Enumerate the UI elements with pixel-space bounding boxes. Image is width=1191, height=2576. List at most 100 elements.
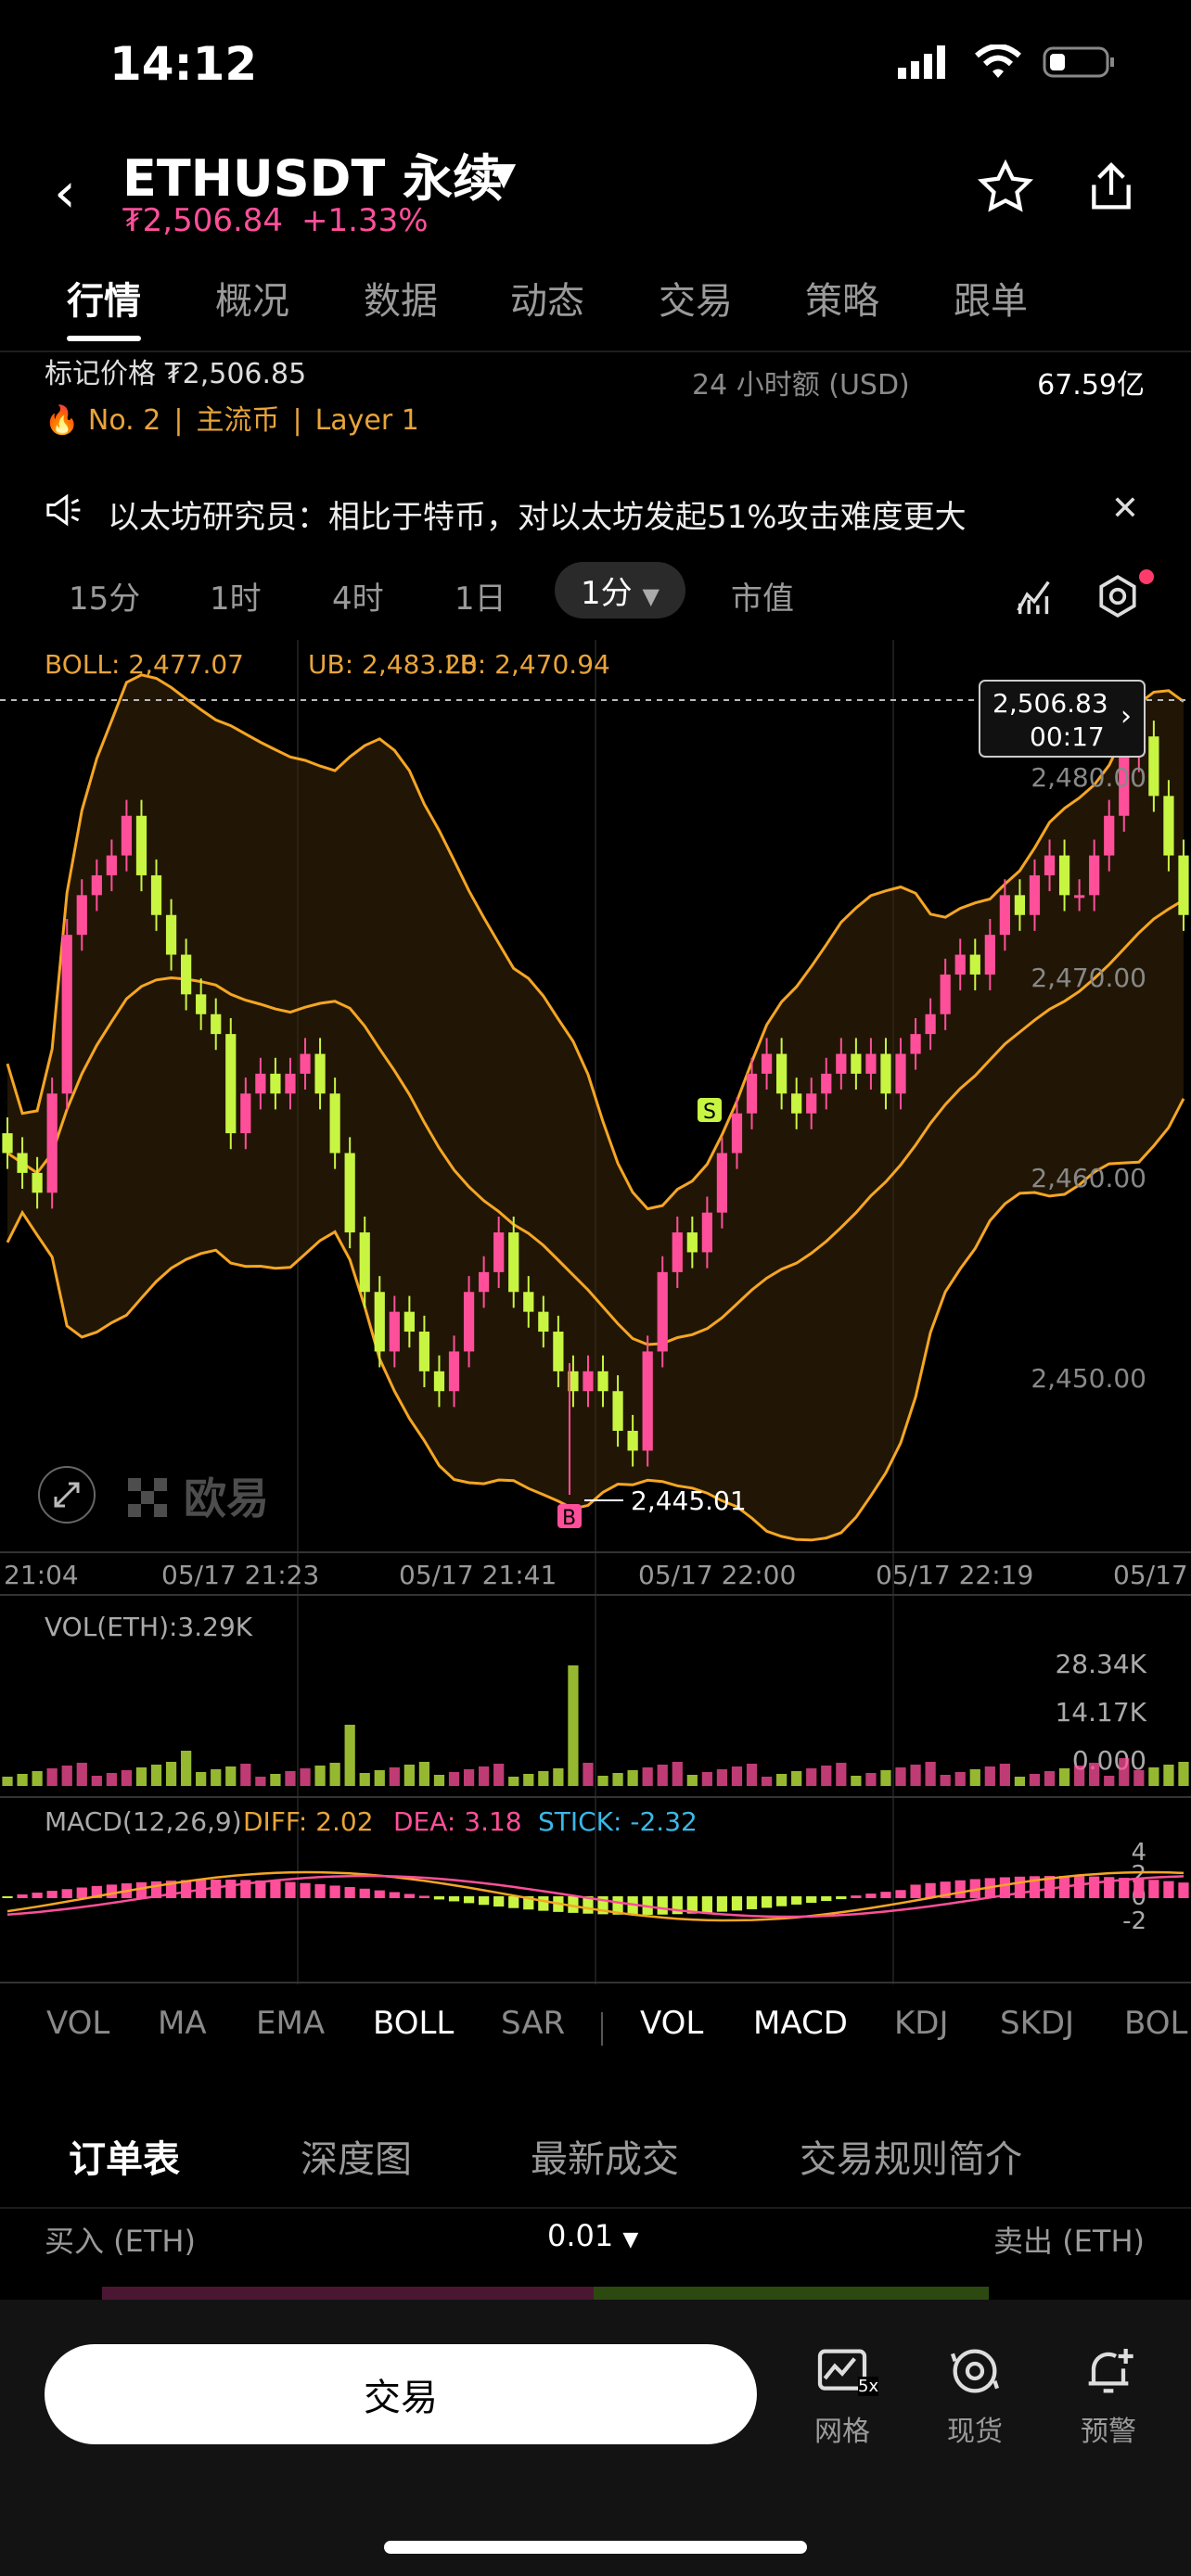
category-tag[interactable]: 主流币 (196, 404, 280, 437)
volume-bar (403, 1765, 415, 1786)
macd-bar (508, 1896, 519, 1908)
ind-ma[interactable]: MA (158, 2005, 207, 2042)
fire-icon: 🔥 (45, 404, 80, 437)
tab-data[interactable]: 数据 (364, 280, 438, 323)
macd-bar (1148, 1880, 1159, 1898)
macd-bar (746, 1896, 758, 1909)
price-chart[interactable]: BOLL: 2,477.07 UB: 2,483.20 LB: 2,470.94… (0, 640, 1191, 1984)
macd-tick: -2 (1122, 1907, 1146, 1935)
tab-feed[interactable]: 动态 (510, 280, 584, 323)
volume-bar (46, 1768, 58, 1786)
tf-marketcap[interactable]: 市值 (731, 580, 794, 618)
tab-market[interactable]: 行情 (67, 280, 141, 323)
grid-button[interactable]: 5x 网格 (791, 2341, 893, 2449)
x-tick: 05/17 21:23 (161, 1560, 319, 1590)
boll-ub: UB: 2,483.20 (308, 649, 478, 680)
news-ticker[interactable]: 以太坊研究员：相比于特币，对以太坊发起51%攻击难度更大 (108, 499, 967, 536)
ind-boll[interactable]: BOLL (373, 2005, 455, 2042)
layer-tag[interactable]: Layer 1 (314, 404, 419, 437)
back-icon[interactable]: ‹ (54, 160, 76, 225)
alert-button[interactable]: 预警 (1057, 2341, 1159, 2449)
tab-depth[interactable]: 深度图 (301, 2138, 412, 2181)
y-axis: 2,480.00 2,470.00 2,460.00 2,450.00 (1031, 762, 1146, 1394)
tab-trades[interactable]: 最新成交 (531, 2138, 679, 2181)
volume-bar (285, 1771, 296, 1786)
tab-rules[interactable]: 交易规则简介 (800, 2138, 1022, 2181)
low-label: 2,445.01 (631, 1486, 747, 1516)
trade-button[interactable]: 交易 (45, 2344, 757, 2444)
tab-orderbook[interactable]: 订单表 (69, 2138, 180, 2181)
macd-bar (211, 1880, 222, 1898)
candle (1029, 874, 1041, 915)
candle (433, 1371, 445, 1392)
candle (969, 954, 980, 975)
ind-boll-sub[interactable]: BOL (1124, 2005, 1188, 2042)
volume-bar (493, 1764, 505, 1786)
candle (240, 1093, 251, 1134)
tab-overview[interactable]: 概况 (215, 280, 289, 323)
candle (32, 1172, 43, 1193)
buy-label: 买入 (ETH) (45, 2224, 196, 2259)
spot-button[interactable]: 现货 (924, 2341, 1026, 2449)
header-actions (976, 158, 1141, 217)
ind-sar[interactable]: SAR (501, 2005, 566, 2042)
candle (374, 1292, 385, 1352)
boll-lb: LB: 2,470.94 (445, 649, 610, 680)
candle (806, 1093, 817, 1114)
symbol-title[interactable]: ETHUSDT 永续 (122, 149, 504, 208)
macd-bar (135, 1881, 147, 1898)
tab-strategy[interactable]: 策略 (805, 280, 879, 323)
macd-bar (329, 1885, 340, 1898)
tf-4h[interactable]: 4时 (332, 580, 384, 618)
volume-bar (32, 1771, 43, 1786)
settings-icon[interactable] (1095, 573, 1141, 619)
macd-bar (1178, 1882, 1189, 1898)
close-icon[interactable]: ✕ (1110, 490, 1139, 528)
candle (686, 1232, 698, 1253)
macd-bar (1119, 1878, 1130, 1898)
boll-upper (6, 673, 1185, 1211)
ind-ema[interactable]: EMA (256, 2005, 326, 2042)
tab-trade[interactable]: 交易 (659, 280, 733, 323)
x-axis: 21:04 05/17 21:23 05/17 21:41 05/17 22:0… (4, 1560, 1188, 1590)
star-icon[interactable] (976, 158, 1035, 217)
volume-bar (150, 1765, 162, 1786)
volume-bar (1029, 1774, 1041, 1786)
indicator-icon[interactable] (1013, 575, 1056, 618)
tf-1h[interactable]: 1时 (210, 580, 262, 618)
tab-copy[interactable]: 跟单 (954, 280, 1028, 323)
macd-bar (672, 1896, 683, 1915)
volume-bar (61, 1766, 72, 1786)
candle (165, 914, 177, 955)
ind-vol-sub[interactable]: VOL (640, 2005, 704, 2042)
expand-icon[interactable] (38, 1466, 96, 1524)
volume-bar (91, 1776, 102, 1786)
tf-1d[interactable]: 1日 (455, 580, 506, 618)
ind-kdj[interactable]: KDJ (894, 2005, 949, 2042)
rank-tag[interactable]: No. 2 (87, 404, 161, 437)
tf-15m[interactable]: 15分 (69, 580, 141, 618)
price-tag[interactable]: 2,506.83 00:17 › (979, 680, 1146, 758)
sell-depth-bar (594, 2287, 989, 2300)
svg-text:B: B (562, 1507, 576, 1530)
volume-bar (1178, 1762, 1189, 1786)
candle (389, 1311, 400, 1352)
step-selector[interactable]: 0.01 ▼ (547, 2218, 638, 2253)
y-tick: 2,470.00 (1031, 963, 1146, 993)
svg-text:S: S (703, 1101, 716, 1124)
volume-bar (731, 1766, 743, 1786)
macd-bar (895, 1890, 906, 1898)
tf-1m[interactable]: 1分 ▼ (555, 562, 685, 618)
chevron-down-icon[interactable]: ▼ (492, 156, 517, 193)
macd-bar (285, 1881, 296, 1898)
ind-vol[interactable]: VOL (46, 2005, 110, 2042)
candle (270, 1073, 281, 1094)
volume-bar (433, 1775, 445, 1786)
ind-macd[interactable]: MACD (753, 2005, 848, 2042)
ind-skdj[interactable]: SKDJ (1000, 2005, 1075, 2042)
share-icon[interactable] (1082, 158, 1141, 217)
volume-bar (1163, 1765, 1174, 1786)
candle (1058, 855, 1070, 896)
candle (910, 1034, 921, 1054)
macd-bar (925, 1882, 936, 1898)
